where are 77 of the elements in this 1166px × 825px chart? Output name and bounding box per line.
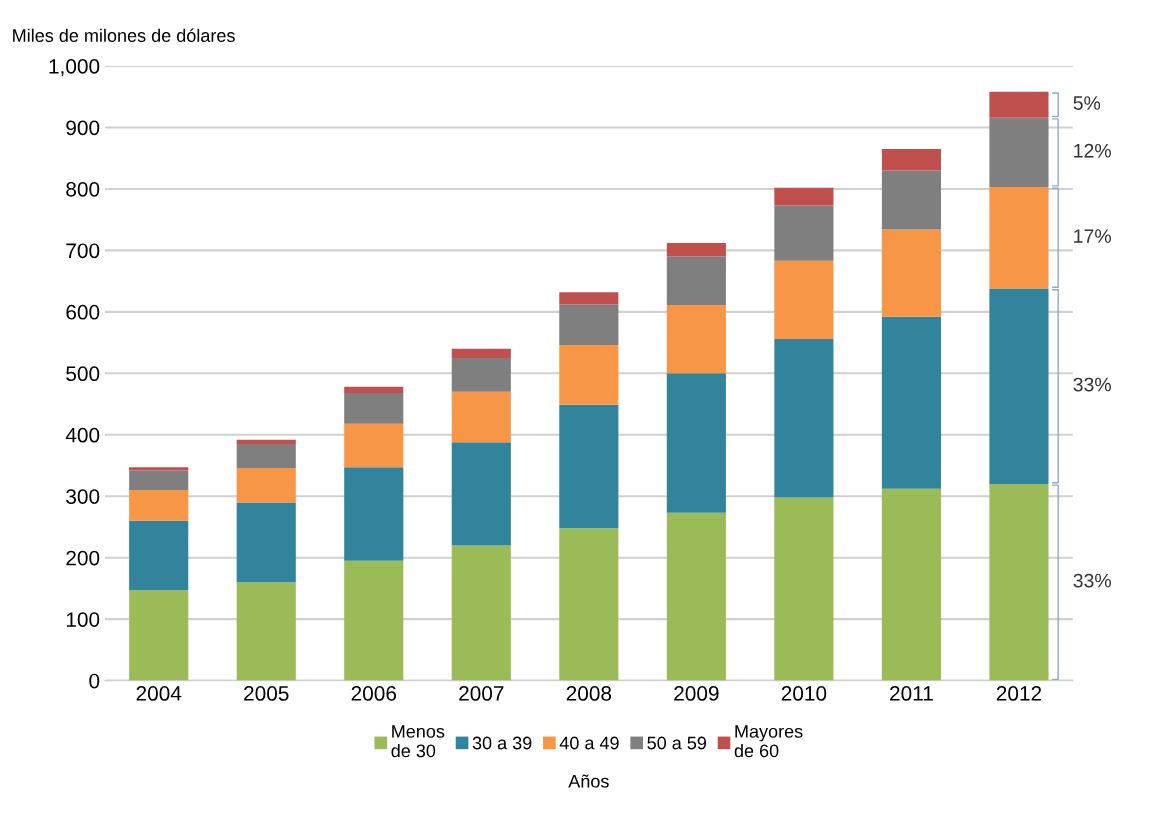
y-tick-label: 100 bbox=[66, 612, 100, 627]
bar bbox=[881, 148, 941, 171]
bar bbox=[451, 442, 511, 546]
x-tick-label: 2010 bbox=[781, 686, 827, 701]
bar bbox=[451, 357, 511, 392]
legend-label: Menos de 30 bbox=[391, 725, 445, 758]
bar bbox=[451, 348, 511, 358]
bar bbox=[881, 170, 941, 230]
bar bbox=[236, 443, 296, 468]
text: 33% bbox=[1073, 377, 1111, 392]
bar bbox=[774, 338, 834, 498]
y-tick-label: 1,000 bbox=[49, 59, 100, 77]
bar bbox=[344, 392, 404, 424]
legend-label: 40 a 49 bbox=[559, 736, 619, 750]
bar bbox=[129, 520, 189, 591]
y-tick-label: 200 bbox=[66, 550, 100, 566]
bar bbox=[666, 243, 726, 257]
bar bbox=[989, 187, 1049, 289]
x-tick-label: 2004 bbox=[136, 686, 182, 701]
bar bbox=[236, 582, 296, 681]
bar bbox=[236, 467, 296, 503]
bar bbox=[666, 305, 726, 374]
bar bbox=[989, 117, 1049, 188]
bar bbox=[451, 391, 511, 443]
text: 17% bbox=[1074, 229, 1111, 243]
bar bbox=[774, 187, 834, 206]
x-tick-label: 2006 bbox=[351, 686, 397, 701]
x-tick-label: 2012 bbox=[996, 686, 1042, 701]
legend-label: Mayores de 60 bbox=[734, 725, 803, 758]
legend-label: 50 a 59 bbox=[647, 736, 707, 750]
bar bbox=[129, 470, 189, 491]
bar bbox=[344, 386, 404, 393]
y-tick-label: 700 bbox=[66, 243, 100, 259]
bar bbox=[129, 590, 189, 681]
x-tick-label: 2007 bbox=[459, 686, 504, 701]
x-axis-title: Años bbox=[568, 774, 609, 788]
x-tick-label: 2009 bbox=[674, 686, 719, 701]
x-tick-label: 2008 bbox=[566, 686, 612, 701]
y-tick-label: 0 bbox=[89, 673, 100, 689]
y-tick-label: 800 bbox=[66, 181, 100, 197]
bar bbox=[559, 345, 619, 405]
bar bbox=[881, 488, 941, 681]
bar bbox=[774, 497, 834, 681]
bar bbox=[666, 373, 726, 513]
y-tick-label: 600 bbox=[66, 304, 100, 320]
y-tick-label: 500 bbox=[66, 366, 100, 382]
bar bbox=[774, 260, 834, 339]
bar bbox=[774, 205, 834, 261]
text: 5% bbox=[1073, 96, 1101, 110]
bar bbox=[129, 467, 189, 471]
legend-label: 30 a 39 bbox=[472, 736, 532, 750]
bar bbox=[344, 423, 404, 468]
bar bbox=[236, 439, 296, 444]
bar bbox=[344, 560, 404, 681]
text: 33% bbox=[1073, 573, 1111, 588]
bar bbox=[129, 490, 189, 521]
y-axis-title: Miles de milones de dólares bbox=[13, 28, 235, 42]
y-tick-label: 900 bbox=[66, 120, 100, 136]
bar bbox=[881, 229, 941, 317]
bar bbox=[881, 316, 941, 489]
bar bbox=[666, 256, 726, 306]
bar bbox=[559, 292, 619, 305]
bar bbox=[666, 512, 726, 681]
bar bbox=[559, 304, 619, 346]
bar bbox=[559, 404, 619, 529]
x-tick-label: 2011 bbox=[890, 686, 933, 701]
text: 12% bbox=[1074, 143, 1111, 158]
x-tick-label: 2005 bbox=[244, 686, 289, 701]
bar bbox=[236, 502, 296, 583]
bar bbox=[989, 483, 1049, 681]
y-tick-label: 400 bbox=[65, 427, 100, 443]
bar bbox=[344, 467, 404, 561]
y-tick-label: 300 bbox=[66, 489, 100, 504]
bar bbox=[559, 528, 619, 681]
bar bbox=[451, 545, 511, 681]
bar bbox=[989, 91, 1049, 118]
bar bbox=[989, 288, 1049, 484]
